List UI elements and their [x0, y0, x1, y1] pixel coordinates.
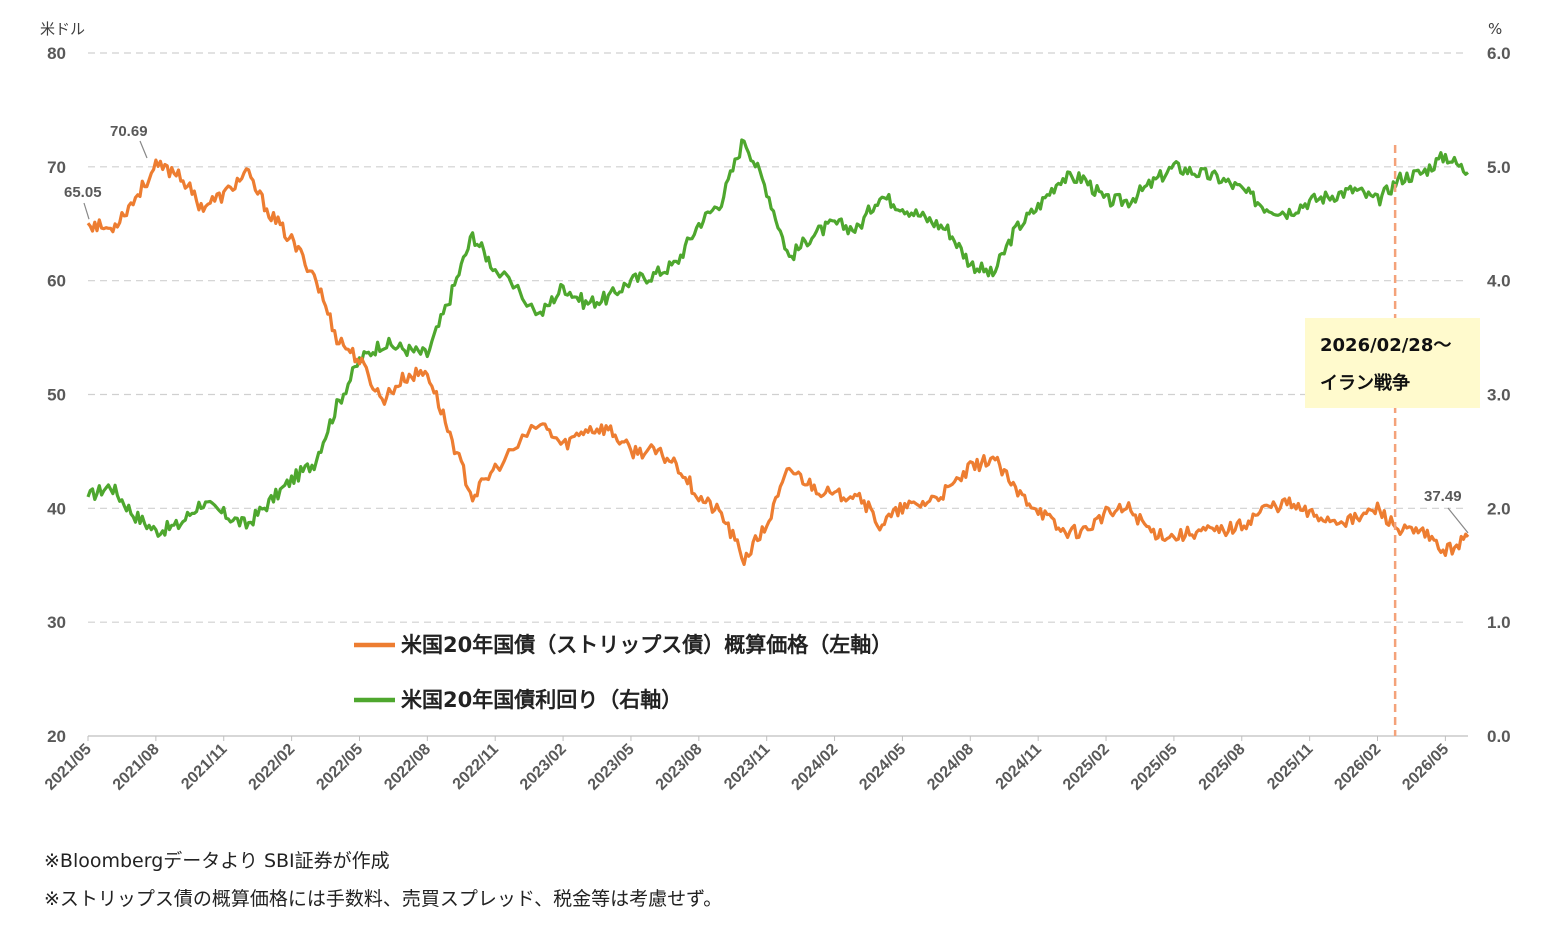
right-axis-ticks: 0.0 1.0 2.0 3.0 4.0 5.0 6.0	[1487, 44, 1511, 746]
y-tick-left: 30	[47, 613, 66, 632]
annotation-leader	[83, 202, 90, 220]
annotation-label: 70.69	[110, 123, 148, 140]
y-tick-right: 6.0	[1487, 44, 1511, 63]
y-tick-right: 1.0	[1487, 613, 1511, 632]
y-tick-right: 5.0	[1487, 158, 1511, 177]
x-tick-label: 2022/02	[246, 741, 299, 794]
price-line	[86, 158, 1470, 566]
left-axis-ticks: 20 30 40 50 60 70 80	[47, 44, 66, 746]
x-tick-label: 2024/11	[993, 741, 1045, 793]
y-tick-left: 80	[47, 44, 66, 63]
y-tick-right: 0.0	[1487, 727, 1511, 746]
x-tick-label: 2025/08	[1196, 741, 1249, 794]
x-tick-label: 2026/02	[1331, 741, 1384, 794]
right-axis-unit: %	[1488, 20, 1502, 38]
legend-label-yield: 米国20年国債利回り（右軸）	[401, 688, 682, 712]
gridlines	[88, 52, 1468, 623]
x-tick-label: 2021/08	[110, 741, 163, 794]
x-tick-label: 2023/08	[653, 741, 706, 794]
x-tick-label: 2021/05	[42, 741, 95, 794]
event-marker: 2026/02/28～ イラン戦争	[1305, 145, 1480, 736]
x-tick-label: 2022/05	[313, 741, 366, 794]
x-tick-label: 2021/11	[178, 741, 230, 793]
x-tick-label: 2022/11	[450, 741, 502, 793]
event-date: 2026/02/28～	[1320, 335, 1451, 356]
annotation-leader	[139, 140, 148, 159]
event-box	[1305, 318, 1480, 408]
x-tick-label: 2022/08	[381, 741, 434, 794]
source-note: ※Bloombergデータより SBI証券が作成	[44, 850, 390, 872]
y-tick-right: 3.0	[1487, 386, 1511, 405]
y-tick-left: 60	[47, 272, 66, 291]
series-lines	[86, 138, 1470, 566]
x-tick-label: 2025/11	[1264, 741, 1316, 793]
y-tick-left: 20	[47, 727, 66, 746]
y-tick-left: 40	[47, 499, 66, 518]
x-tick-label: 2023/11	[721, 741, 773, 793]
x-tick-label: 2023/05	[585, 741, 638, 794]
legend-label-price: 米国20年国債（ストリップス債）概算価格（左軸）	[401, 633, 892, 657]
annotation-leader	[1447, 507, 1469, 534]
event-label: イラン戦争	[1320, 372, 1410, 394]
left-axis-unit: 米ドル	[40, 20, 85, 38]
yield-line	[86, 138, 1469, 538]
disclaimer-note: ※ストリップス債の概算価格には手数料、売買スプレッド、税金等は考慮せず。	[44, 888, 723, 910]
legend: 米国20年国債（ストリップス債）概算価格（左軸） 米国20年国債利回り（右軸）	[354, 633, 892, 712]
x-tick-label: 2025/02	[1060, 741, 1113, 794]
x-tick-label: 2025/05	[1128, 741, 1181, 794]
annotation-label: 37.49	[1424, 488, 1462, 505]
y-tick-right: 2.0	[1487, 499, 1511, 518]
y-tick-right: 4.0	[1487, 272, 1511, 291]
annotation-label: 65.05	[64, 184, 102, 201]
x-axis-ticks: 2021/05 2021/08 2021/11 2022/02 2022/05 2022/…	[42, 736, 1452, 794]
x-tick-label: 2024/02	[788, 741, 841, 794]
x-tick-label: 2024/05	[856, 741, 909, 794]
y-tick-left: 70	[47, 158, 66, 177]
x-tick-label: 2024/08	[924, 741, 977, 794]
y-tick-left: 50	[47, 386, 66, 405]
x-tick-label: 2026/05	[1399, 741, 1452, 794]
data-annotations: 65.05 70.69 37.49	[64, 123, 1469, 534]
x-tick-label: 2023/02	[517, 741, 570, 794]
